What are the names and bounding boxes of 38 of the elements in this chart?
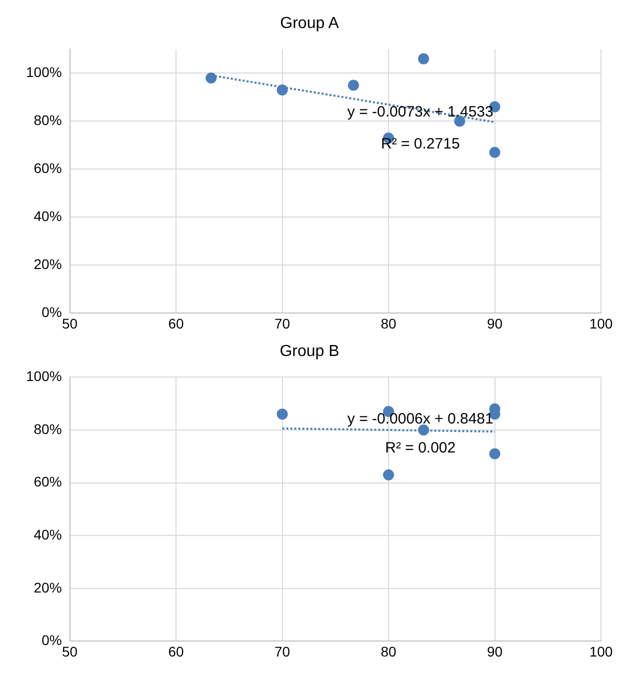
y-tick-label: 100% — [26, 64, 62, 80]
y-tick-label: 60% — [34, 160, 62, 176]
y-tick-label: 60% — [34, 474, 62, 490]
x-tick-label: 60 — [168, 643, 184, 660]
x-tick-label: 60 — [168, 315, 184, 332]
chart-title: Group B — [280, 343, 340, 360]
point — [489, 146, 500, 158]
x-tick-label: 100 — [589, 643, 613, 660]
y-tick-label: 80% — [34, 112, 62, 128]
x-tick-label: 50 — [62, 315, 78, 332]
x-tick-label: 70 — [274, 643, 290, 660]
x-tick-label: 70 — [274, 315, 290, 332]
annotation: y = -0.0006x + 0.8481 — [347, 410, 494, 428]
x-tick-label: 50 — [62, 643, 78, 660]
x-tick-label: 80 — [380, 315, 397, 332]
point — [206, 72, 217, 84]
point — [276, 408, 288, 420]
point — [276, 84, 288, 96]
y-tick-label: 0% — [42, 304, 62, 320]
y-tick-label: 20% — [34, 579, 62, 596]
y-tick-label: 80% — [34, 420, 62, 437]
point — [418, 424, 430, 436]
point — [348, 80, 359, 91]
y-tick-label: 40% — [34, 208, 62, 224]
y-tick-label: 40% — [34, 526, 62, 542]
point — [418, 53, 430, 64]
y-tick-label: 20% — [34, 256, 62, 272]
chart-title: Group A — [280, 15, 340, 32]
x-tick-label: 90 — [486, 315, 503, 332]
annotation: R² = 0.002 — [385, 440, 456, 457]
x-tick-label: 80 — [380, 643, 397, 660]
annotation: y = -0.0073x + 1.4533 — [347, 104, 494, 121]
x-tick-label: 90 — [486, 643, 503, 660]
point — [489, 448, 500, 460]
y-tick-label: 100% — [26, 368, 62, 384]
x-tick-label: 100 — [589, 315, 613, 332]
point — [383, 469, 394, 480]
y-tick-label: 0% — [42, 632, 62, 648]
